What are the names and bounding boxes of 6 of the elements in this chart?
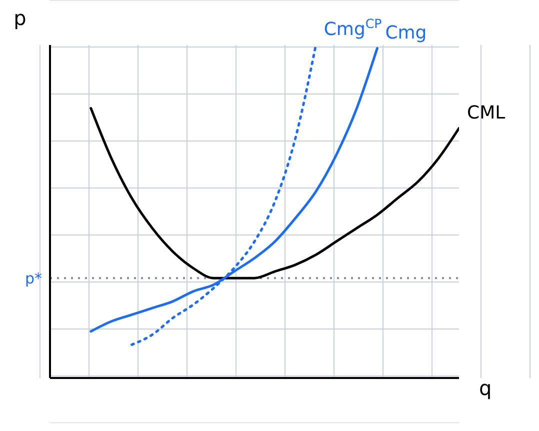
series-label: Cmg xyxy=(385,22,427,44)
series-label: CML xyxy=(467,102,506,124)
ref-line-label: p* xyxy=(24,269,42,288)
x-axis-title: q xyxy=(479,376,492,400)
y-axis-title: p xyxy=(14,6,26,30)
series-label: Cmg$^{CP}$ xyxy=(324,16,382,40)
